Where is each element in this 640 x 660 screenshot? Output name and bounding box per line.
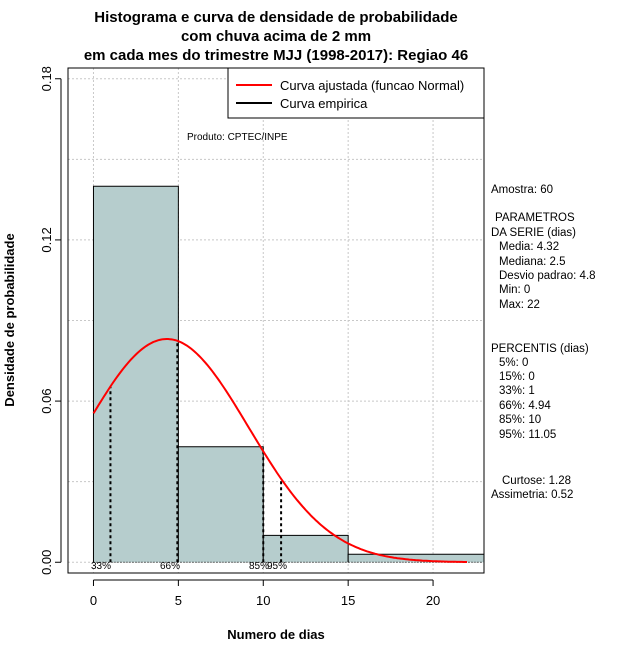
- param-min: Min: 0: [499, 284, 530, 296]
- product-credit: Produto: CPTEC/INPE: [187, 132, 288, 143]
- sample-size: Amostra: 60: [491, 184, 553, 196]
- param-mean: Media: 4.32: [499, 241, 559, 253]
- kurtosis: Curtose: 1.28: [502, 475, 571, 487]
- legend: Curva ajustada (funcao Normal) Curva emp…: [227, 67, 485, 119]
- percentile-lines: [109, 340, 283, 563]
- params-header-2: DA SERIE (dias): [491, 227, 576, 239]
- x-tick-label-4: 20: [426, 593, 440, 608]
- histogram-bar-outline-0: [92, 185, 179, 563]
- y-tick-label-0: 0.00: [39, 550, 54, 575]
- percentile-label-3: 95%: [267, 561, 287, 572]
- y-axis: 0.00 0.06 0.12 0.18: [39, 66, 62, 575]
- legend-box: [227, 67, 485, 119]
- percentile-label-1: 66%: [160, 561, 180, 572]
- x-axis-label: Numero de dias: [227, 627, 325, 642]
- histogram-bar-0: [93, 186, 179, 563]
- histogram-bar-3: [348, 554, 484, 563]
- y-tick-label-2: 0.12: [39, 227, 54, 252]
- percentile-labels: 33% 66% 85%95%: [91, 561, 287, 572]
- histogram-bar-outline-1: [177, 446, 264, 563]
- percentile-33: 33%: 1: [499, 385, 535, 397]
- param-median: Mediana: 2.5: [499, 256, 566, 268]
- chart-title-line-2: com chuva acima de 2 mm: [181, 28, 371, 45]
- fitted-normal-curve: [92, 338, 467, 563]
- x-tick-label-2: 10: [256, 593, 270, 608]
- percentile-5: 5%: 0: [499, 357, 528, 369]
- percentile-85: 85%: 10: [499, 414, 541, 426]
- percentis-header: PERCENTIS (dias): [491, 343, 589, 355]
- chart-title-line-1: Histograma e curva de densidade de proba…: [94, 9, 457, 26]
- percentile-66: 66%: 4.94: [499, 400, 551, 412]
- y-tick-label-3: 0.18: [39, 66, 54, 91]
- y-axis-label: Densidade de probabilidade: [2, 233, 17, 406]
- y-tick-label-1: 0.06: [39, 388, 54, 413]
- x-tick-label-0: 0: [90, 593, 97, 608]
- percentile-95: 95%: 11.05: [499, 429, 556, 441]
- params-header-1: PARAMETROS: [495, 212, 575, 224]
- histogram-bar-2: [263, 535, 349, 563]
- percentile-label-2: 85%: [249, 561, 269, 572]
- legend-empirical-label: Curva empirica: [280, 96, 368, 111]
- chart-title-line-3: em cada mes do trimestre MJJ (1998-2017)…: [84, 47, 468, 64]
- histogram-bars: [92, 185, 485, 563]
- skewness: Assimetria: 0.52: [491, 489, 573, 501]
- legend-fitted-label: Curva ajustada (funcao Normal): [280, 78, 464, 93]
- param-std: Desvio padrao: 4.8: [499, 270, 596, 282]
- statistics-panel: Amostra: 60 PARAMETROS DA SERIE (dias) M…: [491, 184, 596, 501]
- param-max: Max: 22: [499, 299, 540, 311]
- plot-area: 33% 66% 85%95%: [68, 68, 485, 573]
- percentile-label-0: 33%: [91, 561, 111, 572]
- percentile-15: 15%: 0: [499, 371, 535, 383]
- x-tick-label-3: 15: [341, 593, 355, 608]
- x-tick-label-1: 5: [175, 593, 182, 608]
- histogram-bar-1: [178, 446, 264, 563]
- x-axis: 0 5 10 15 20: [90, 579, 440, 608]
